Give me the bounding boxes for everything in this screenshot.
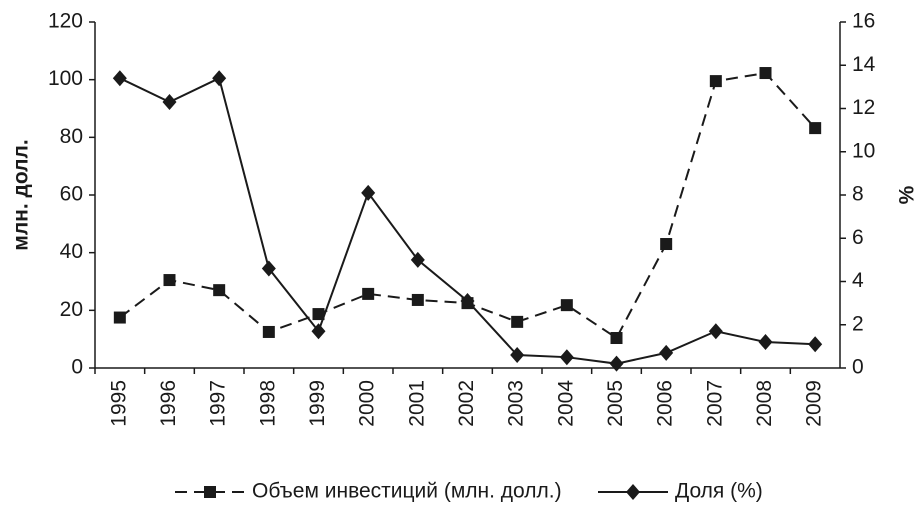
point	[212, 70, 227, 87]
y2-tick-label: 4	[852, 269, 864, 292]
point	[411, 293, 424, 306]
x-tick-label: 1999	[306, 380, 329, 427]
y-tick-label: 80	[60, 125, 83, 148]
point	[660, 238, 673, 251]
point	[312, 308, 325, 321]
point	[510, 347, 525, 364]
x-tick-label: 2004	[554, 380, 577, 427]
legend-marker	[626, 484, 640, 500]
legend-label: Доля (%)	[675, 480, 763, 503]
point	[213, 284, 226, 297]
x-tick-label: 1995	[107, 380, 130, 427]
point	[162, 94, 177, 111]
point	[758, 334, 773, 351]
point	[262, 325, 275, 338]
point	[659, 344, 674, 361]
point	[511, 315, 524, 328]
point	[261, 260, 276, 277]
x-tick-label: 2003	[505, 380, 528, 427]
y-tick-label: 120	[48, 10, 83, 33]
y2-tick-label: 12	[852, 96, 875, 119]
series-line	[119, 76, 816, 365]
point	[609, 355, 624, 372]
x-tick-label: 1998	[256, 380, 279, 427]
x-tick-label: 2001	[405, 380, 428, 427]
y2-axis-label: %	[896, 185, 919, 204]
x-tick-label: 1997	[207, 380, 230, 427]
y-tick-label: 40	[60, 240, 83, 263]
y-tick-label: 60	[60, 183, 83, 206]
y2-tick-label: 10	[852, 139, 875, 162]
point	[410, 251, 425, 268]
point	[610, 332, 623, 345]
y2-tick-label: 0	[852, 356, 864, 379]
x-tick-label: 2005	[604, 380, 627, 427]
point	[460, 292, 475, 309]
x-tick-label: 2006	[654, 380, 677, 427]
y2-tick-label: 2	[852, 312, 864, 335]
y2-tick-label: 14	[852, 53, 876, 76]
x-tick-label: 1996	[157, 380, 180, 427]
x-tick-label: 2007	[703, 380, 726, 427]
legend-label: Объем инвестиций (млн. долл.)	[252, 480, 562, 503]
point	[112, 70, 127, 87]
point	[113, 311, 126, 324]
x-tick-label: 2009	[803, 380, 826, 427]
point	[560, 299, 573, 312]
y-axis-label: млн. долл.	[10, 139, 33, 250]
point	[163, 274, 176, 287]
x-tick-label: 2000	[356, 380, 379, 427]
y2-tick-label: 16	[852, 10, 875, 33]
y-tick-label: 0	[71, 356, 83, 379]
y2-tick-label: 8	[852, 183, 864, 206]
legend-marker	[204, 486, 216, 498]
point	[809, 122, 822, 135]
point	[361, 184, 376, 201]
y2-tick-label: 6	[852, 226, 864, 249]
x-tick-label: 2002	[455, 380, 478, 427]
point	[808, 336, 823, 353]
point	[362, 287, 375, 300]
point	[709, 75, 722, 88]
point	[759, 67, 772, 80]
x-tick-label: 2008	[753, 380, 776, 427]
point	[311, 323, 326, 340]
point	[708, 323, 723, 340]
y-tick-label: 20	[60, 298, 83, 321]
point	[559, 349, 574, 366]
y-tick-label: 100	[48, 67, 83, 90]
